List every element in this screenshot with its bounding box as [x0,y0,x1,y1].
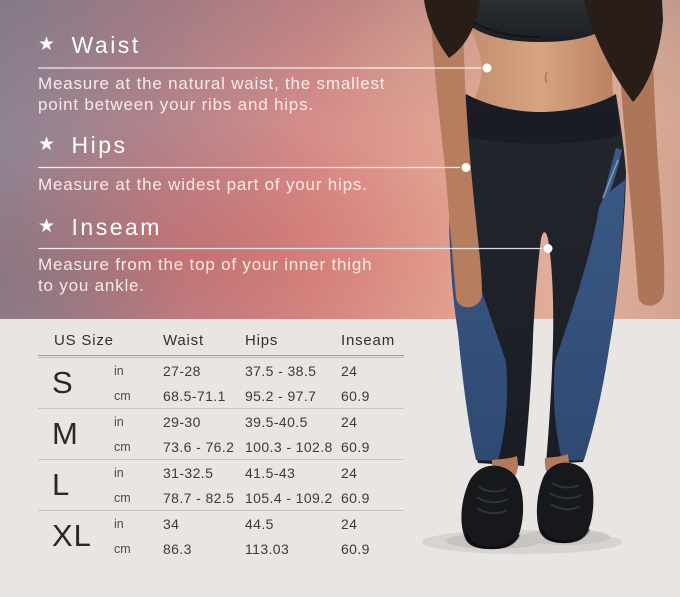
navy-panel-right [553,180,625,461]
waist-heading: ★ Waist [38,32,141,59]
hips-value: 39.5-40.5 [245,413,308,430]
star-icon: ★ [38,134,58,155]
unit-label: in [114,465,124,480]
waist-value: 34 [163,515,180,532]
table-row-m: M in 29-30 39.5-40.5 24 cm 73.6 - 76.2 1… [38,409,404,460]
size-label: L [52,467,71,502]
unit-label: cm [114,388,131,403]
waist-value: 29-30 [163,413,201,430]
col-us-size: US Size [54,332,114,349]
table-row-xl: XL in 34 44.5 24 cm 86.3 113.03 60.9 [38,511,404,562]
size-label: M [52,416,79,451]
table-row-s: S in 27-28 37.5 - 38.5 24 cm 68.5-71.1 9… [38,358,404,409]
sneakers [461,462,594,550]
size-table-header: US Size Waist Hips Inseam [38,332,404,349]
unit-label: in [114,363,124,378]
inseam-value: 24 [341,515,358,532]
hips-value: 95.2 - 97.7 [245,387,317,404]
waist-value: 73.6 - 76.2 [163,438,235,455]
inseam-value: 60.9 [341,540,370,557]
table-row-l: L in 31-32.5 41.5-43 24 cm 78.7 - 82.5 1… [38,460,404,511]
hips-value: 44.5 [245,515,274,532]
inseam-value: 24 [341,413,358,430]
waistband [462,94,620,144]
star-icon: ★ [38,34,58,55]
col-inseam: Inseam [341,332,395,349]
size-table: US Size Waist Hips Inseam S in 27-28 37.… [38,332,404,562]
hips-value: 100.3 - 102.8 [245,438,333,455]
floor-shadow [422,529,622,554]
inseam-description: Measure from the top of your inner thigh… [38,255,373,295]
hips-title: Hips [71,132,128,158]
hips-heading: ★ Hips [38,132,128,159]
waist-value: 68.5-71.1 [163,387,226,404]
size-label: XL [52,518,92,553]
waist-value: 27-28 [163,362,201,379]
size-label: S [52,365,74,400]
model-hair [424,0,663,102]
inseam-value: 60.9 [341,387,370,404]
inseam-value: 60.9 [341,489,370,506]
waist-value: 78.7 - 82.5 [163,489,235,506]
inseam-value: 24 [341,362,358,379]
waist-value: 86.3 [163,540,192,557]
waist-description: Measure at the natural waist, the smalle… [38,74,386,114]
unit-label: cm [114,541,131,556]
inseam-value: 60.9 [341,438,370,455]
hips-value: 41.5-43 [245,464,296,481]
col-hips: Hips [245,332,279,349]
waist-value: 31-32.5 [163,464,214,481]
hips-description: Measure at the widest part of your hips. [38,175,368,194]
unit-label: cm [114,439,131,454]
hips-value: 113.03 [245,540,290,557]
unit-label: in [114,516,124,531]
unit-label: in [114,414,124,429]
hips-value: 37.5 - 38.5 [245,362,317,379]
unit-label: cm [114,490,131,505]
inseam-heading: ★ Inseam [38,214,162,241]
col-waist: Waist [163,332,204,349]
hips-value: 105.4 - 109.2 [245,489,333,506]
star-icon: ★ [38,216,58,237]
waist-title: Waist [71,32,141,58]
header-divider [38,355,404,358]
inseam-title: Inseam [71,214,162,240]
inseam-value: 24 [341,464,358,481]
